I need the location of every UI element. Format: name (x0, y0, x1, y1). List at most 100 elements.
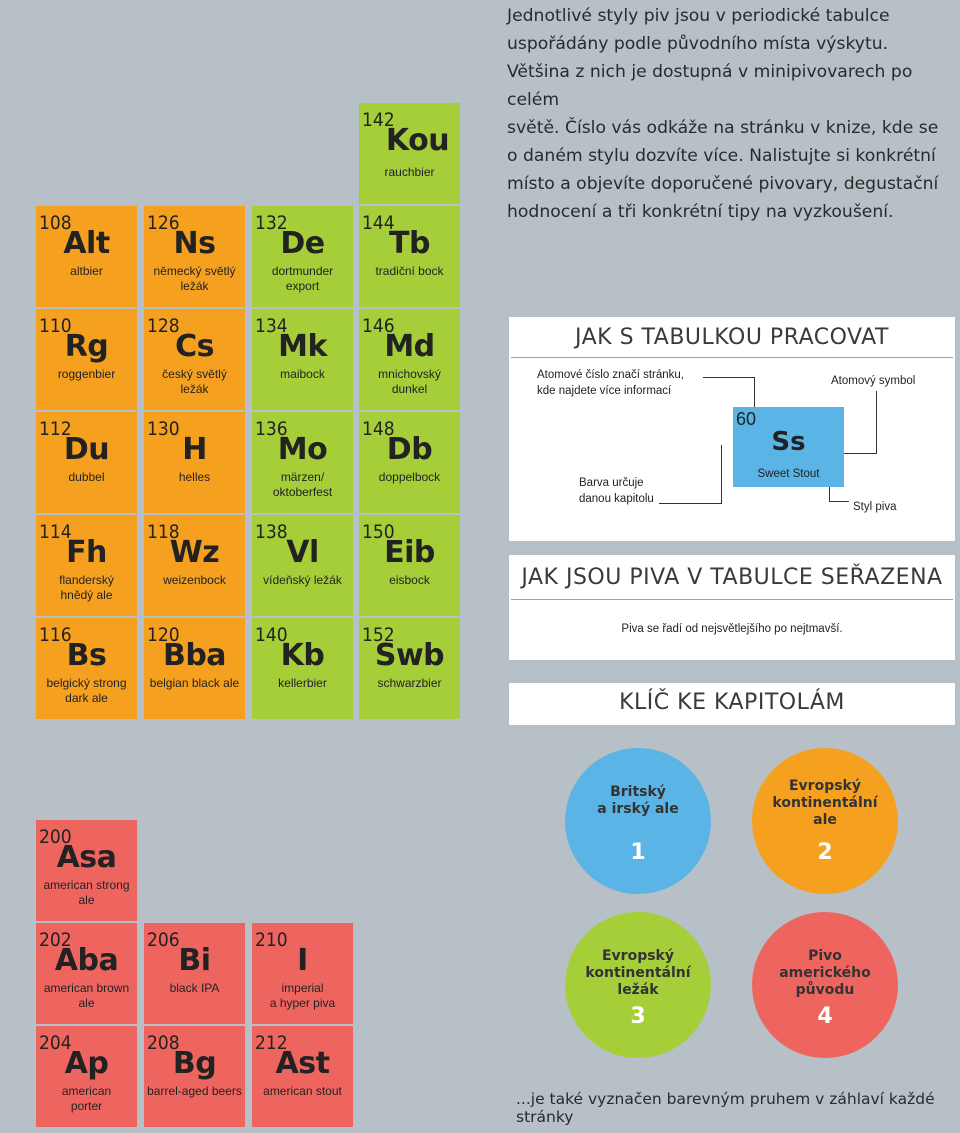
chapter-circle-1[interactable]: Britský a irský ale 1 (565, 748, 711, 894)
element-symbol: Bi (178, 943, 211, 978)
chapter-circle-3[interactable]: Evropský kontinentální ležák 3 (565, 912, 711, 1058)
ordering-title: JAK JSOU PIVA V TABULCE SEŘAZENA (521, 565, 943, 590)
chapter-number: 3 (630, 1004, 646, 1029)
element-cell-american-porter[interactable]: 204 Ap american porter (36, 1026, 137, 1127)
chapter-label: Britský a irský ale (597, 784, 679, 817)
intro-text: Jednotlivé styly piv jsou v periodické t… (507, 6, 939, 222)
connector-line (703, 377, 754, 378)
element-number: 202 (39, 929, 72, 951)
element-number: 114 (39, 521, 72, 543)
element-cell-marzen-oktoberfest[interactable]: 136 Mo märzen/ oktoberfest (252, 412, 353, 513)
element-name: märzen/ oktoberfest (272, 470, 333, 499)
label-atomic-number: Atomové číslo značí stránku, kde najdete… (537, 369, 685, 397)
connector-line (876, 391, 877, 453)
element-cell-mnichovsky-dunkel[interactable]: 146 Md mnichovský dunkel (359, 309, 460, 410)
element-name: český světlý ležák (162, 367, 227, 396)
element-cell-american-brown-ale[interactable]: 202 Aba american brown ale (36, 923, 137, 1024)
element-number: 200 (39, 826, 72, 848)
chapter-circle-2[interactable]: Evropský kontinentální ale 2 (752, 748, 898, 894)
key-title: KLÍČ KE KAPITOLÁM (619, 690, 845, 715)
element-symbol: Aba (54, 943, 119, 978)
element-cell-cesky-svetly-lezak[interactable]: 128 Cs český světlý ležák (144, 309, 245, 410)
element-name: kellerbier (278, 676, 327, 690)
element-cell-nemecky-svetly-lezak[interactable]: 126 Ns německý světlý ležák (144, 206, 245, 307)
element-number: 208 (147, 1032, 180, 1054)
element-number: 118 (147, 521, 180, 543)
element-number: 142 (362, 109, 395, 131)
label-atomic-symbol: Atomový symbol (831, 375, 916, 387)
element-number: 134 (255, 315, 288, 337)
chapter-number: 2 (817, 840, 833, 865)
chapter-label: Pivo amerického původu (779, 948, 871, 998)
sample-name: Sweet Stout (757, 468, 820, 480)
chapter-circle-4[interactable]: Pivo amerického původu 4 (752, 912, 898, 1058)
connector-line (841, 453, 877, 454)
element-symbol: Rg (64, 329, 109, 364)
element-symbol: Md (384, 329, 435, 364)
element-symbol: Vl (286, 535, 319, 570)
sample-number: 60 (736, 409, 757, 429)
element-number: 140 (255, 624, 288, 646)
element-cell-american-stout[interactable]: 212 Ast american stout (252, 1026, 353, 1127)
label-beer-style: Styl piva (853, 501, 897, 513)
element-cell-rauchbier[interactable]: 142 Kou rauchbier (359, 103, 460, 204)
element-cell-barrel-aged-beers[interactable]: 208 Bg barrel-aged beers (144, 1026, 245, 1127)
element-cell-schwarzbier[interactable]: 152 Swb schwarzbier (359, 618, 460, 719)
element-number: 116 (39, 624, 72, 646)
connector-line (754, 377, 755, 413)
element-symbol: Db (386, 432, 433, 467)
element-cell-helles[interactable]: 130 H helles (144, 412, 245, 513)
element-cell-roggenbier[interactable]: 110 Rg roggenbier (36, 309, 137, 410)
element-name: belgian black ale (149, 676, 240, 690)
ordering-text: Piva se řadí od nejsvětlejšího po nejtma… (621, 623, 843, 635)
footer-note: ...je také vyznačen barevným pruhem v zá… (516, 1090, 935, 1126)
element-number: 132 (255, 212, 288, 234)
element-cell-maibock[interactable]: 134 Mk maibock (252, 309, 353, 410)
element-symbol: Mo (277, 432, 328, 467)
element-symbol: Cs (175, 329, 214, 364)
element-cell-flandersky-hnedy-ale[interactable]: 114 Fh flanderský hnědý ale (36, 515, 137, 616)
element-cell-dubbel[interactable]: 112 Du dubbel (36, 412, 137, 513)
ordering-panel: JAK JSOU PIVA V TABULCE SEŘAZENA Piva se… (509, 555, 955, 660)
element-cell-dortmunder-export[interactable]: 132 De dortmunder export (252, 206, 353, 307)
element-cell-imperial-hyper-piva[interactable]: 210 I imperial a hyper piva (252, 923, 353, 1024)
element-name: american brown ale (43, 981, 130, 1010)
element-cell-belgicky-strong-dark-ale[interactable]: 116 Bs belgický strong dark ale (36, 618, 137, 719)
element-name: tradiční bock (375, 264, 444, 278)
element-cell-doppelbock[interactable]: 148 Db doppelbock (359, 412, 460, 513)
element-symbol: Wz (169, 535, 220, 570)
element-number: 130 (147, 418, 180, 440)
element-number: 108 (39, 212, 72, 234)
element-number: 152 (362, 624, 395, 646)
element-name: black IPA (169, 981, 220, 995)
element-symbol: Bs (66, 638, 107, 673)
element-symbol: Ns (173, 226, 216, 261)
element-cell-belgian-black-ale[interactable]: 120 Bba belgian black ale (144, 618, 245, 719)
element-cell-american-strong-ale[interactable]: 200 Asa american strong ale (36, 820, 137, 921)
chapter-number: 4 (817, 1004, 833, 1029)
element-name: american stout (263, 1084, 342, 1098)
element-name: helles (178, 470, 211, 484)
element-cell-black-ipa[interactable]: 206 Bi black IPA (144, 923, 245, 1024)
element-number: 112 (39, 418, 72, 440)
element-cell-kellerbier[interactable]: 140 Kb kellerbier (252, 618, 353, 719)
element-cell-altbier[interactable]: 108 Alt altbier (36, 206, 137, 307)
element-cell-tradicni-bock[interactable]: 144 Tb tradiční bock (359, 206, 460, 307)
chapter-number: 1 (630, 840, 646, 865)
element-symbol: Bba (162, 638, 227, 673)
connector-line (829, 501, 849, 502)
element-number: 126 (147, 212, 180, 234)
sample-symbol: Ss (771, 427, 806, 457)
element-symbol: Bg (172, 1046, 217, 1081)
divider (511, 357, 953, 358)
element-number: 120 (147, 624, 180, 646)
element-name: vídeňský ležák (263, 573, 342, 587)
label-chapter-color: Barva určuje danou kapitolu (579, 477, 654, 505)
element-number: 210 (255, 929, 288, 951)
element-cell-eisbock[interactable]: 150 Eib eisbock (359, 515, 460, 616)
element-cell-videnskylezak[interactable]: 138 Vl vídeňský ležák (252, 515, 353, 616)
element-name: schwarzbier (377, 676, 442, 690)
element-cell-weizenbock[interactable]: 118 Wz weizenbock (144, 515, 245, 616)
element-symbol: Alt (63, 226, 110, 261)
element-symbol: Ast (275, 1046, 330, 1081)
